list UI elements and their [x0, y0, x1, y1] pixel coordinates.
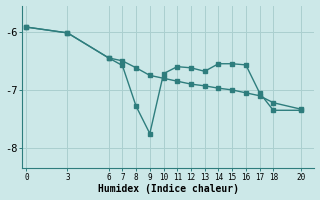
X-axis label: Humidex (Indice chaleur): Humidex (Indice chaleur) — [98, 184, 239, 194]
